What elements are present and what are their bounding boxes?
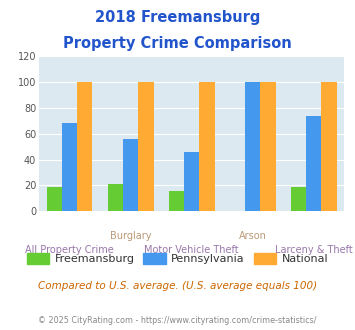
Legend: Freemansburg, Pennsylvania, National: Freemansburg, Pennsylvania, National [22, 248, 333, 268]
Text: Compared to U.S. average. (U.S. average equals 100): Compared to U.S. average. (U.S. average … [38, 281, 317, 291]
Text: 2018 Freemansburg: 2018 Freemansburg [95, 10, 260, 25]
Bar [306, 115, 322, 211]
Text: Arson: Arson [239, 231, 267, 241]
Bar [77, 82, 92, 211]
Bar [261, 82, 275, 211]
Text: Motor Vehicle Theft: Motor Vehicle Theft [144, 245, 239, 254]
Text: All Property Crime: All Property Crime [25, 245, 114, 254]
Text: Property Crime Comparison: Property Crime Comparison [63, 36, 292, 51]
Text: © 2025 CityRating.com - https://www.cityrating.com/crime-statistics/: © 2025 CityRating.com - https://www.city… [38, 316, 317, 325]
Bar [169, 190, 184, 211]
Bar [108, 184, 123, 211]
Bar [322, 82, 337, 211]
Bar [62, 123, 77, 211]
Bar [291, 187, 306, 211]
Text: Larceny & Theft: Larceny & Theft [275, 245, 353, 254]
Bar [123, 139, 138, 211]
Bar [184, 152, 200, 211]
Bar [200, 82, 214, 211]
Text: Burglary: Burglary [110, 231, 151, 241]
Bar [245, 82, 261, 211]
Bar [138, 82, 153, 211]
Bar [47, 187, 62, 211]
